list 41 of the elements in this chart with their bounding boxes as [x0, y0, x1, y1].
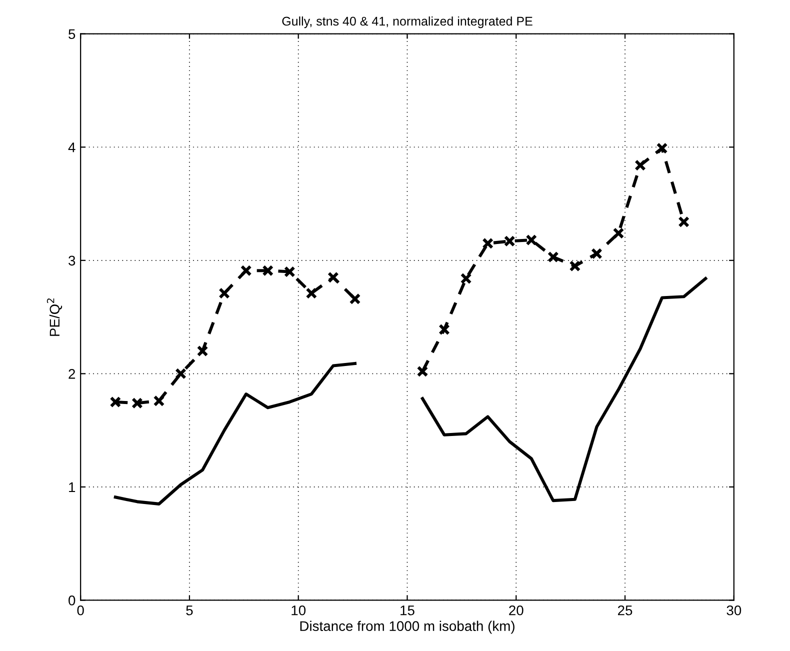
- point: [678, 216, 690, 228]
- y-tick-label: 1: [69, 482, 76, 492]
- point: [306, 288, 318, 299]
- point: [526, 234, 538, 246]
- chart-title: Gully, stns 40 & 41, normalized integrated PE: [282, 16, 532, 28]
- point: [656, 142, 668, 154]
- point: [569, 260, 581, 272]
- point: [416, 366, 428, 378]
- y-tick-label: 0: [68, 596, 76, 606]
- point: [110, 396, 122, 408]
- point: [482, 238, 494, 250]
- x-tick-label: 10: [292, 605, 306, 616]
- point: [328, 272, 339, 284]
- x-tick-label: 5: [186, 606, 193, 616]
- x-tick-label: 30: [726, 605, 742, 616]
- point: [240, 264, 252, 276]
- point: [349, 293, 361, 305]
- point: [262, 264, 274, 276]
- y-tick-label: 4: [68, 142, 76, 152]
- point: [438, 324, 450, 336]
- x-tick-label: 20: [509, 605, 524, 616]
- y-tick-label: 2: [68, 369, 76, 379]
- point: [547, 251, 559, 263]
- x-axis-title: Distance from 1000 m isobath (km): [300, 620, 514, 634]
- y-axis-title: PE/Q$^{2}$: [46, 298, 62, 336]
- point: [504, 235, 516, 247]
- point: [153, 395, 165, 407]
- x-tick-label: 0: [77, 605, 84, 616]
- y-tick-label: 5: [68, 29, 76, 40]
- point: [284, 266, 296, 278]
- point: [612, 228, 624, 239]
- point: [218, 288, 230, 299]
- x-tick-label: 25: [618, 605, 632, 616]
- point: [196, 345, 208, 357]
- point: [634, 160, 646, 171]
- point: [175, 368, 186, 380]
- point: [591, 248, 602, 260]
- y-tick-label: 3: [68, 256, 76, 266]
- x-tick-label: 15: [400, 606, 414, 616]
- point: [132, 397, 143, 409]
- point: [460, 272, 472, 284]
